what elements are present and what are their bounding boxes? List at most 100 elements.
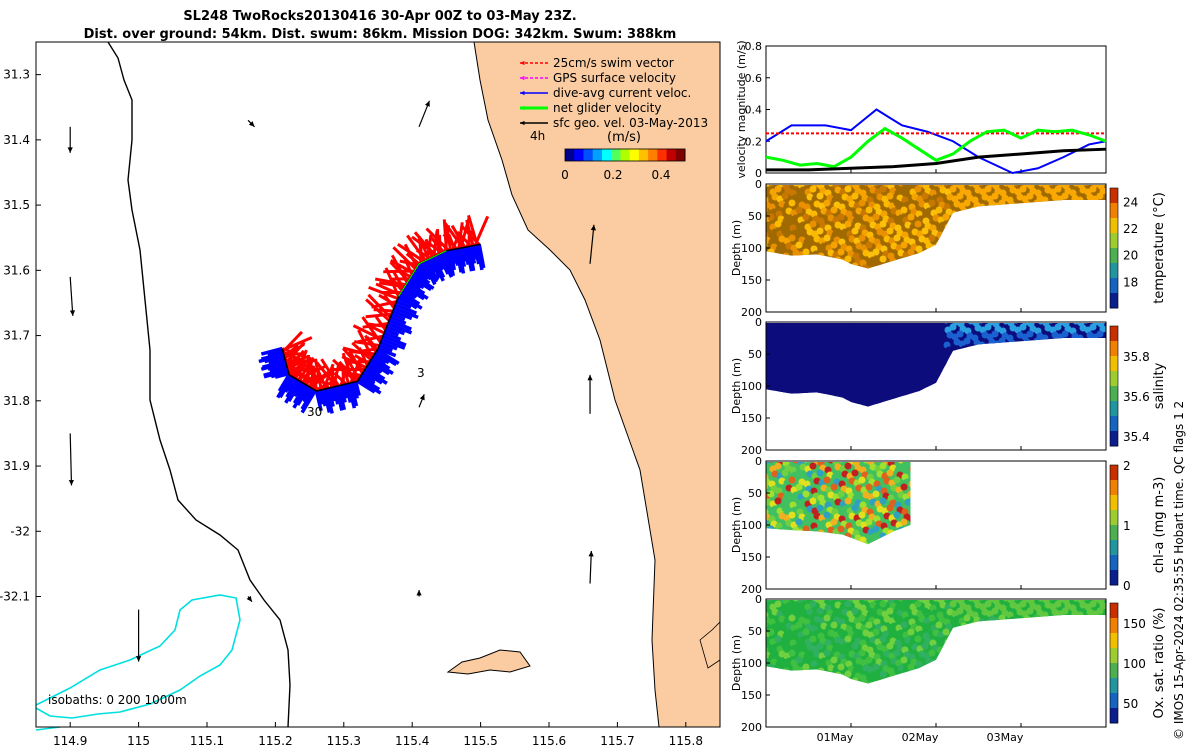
section-sample [844,600,852,608]
current-vector [292,381,304,397]
section-colorbar-swatch-0 [1110,233,1118,249]
section-sample [788,649,796,657]
section-sample [837,525,845,533]
section-sample [865,621,873,629]
section-sample [1061,330,1069,338]
section-colorbar-swatch-0 [1110,203,1118,219]
section-sample [795,241,803,249]
current-vector [400,291,421,306]
map-x-tick-3: 115.2 [258,734,292,748]
section-colorbar-swatch-0 [1110,263,1118,279]
section-sample [893,199,901,207]
velocity-series-current [765,108,1107,175]
chart-title-line-1: SL248 TwoRocks20130416 30-Apr 00Z to 03-… [183,9,577,24]
section-sample [809,635,817,643]
geo-vector-11 [589,550,592,584]
section-sample [956,330,964,338]
section-colorbar-swatch-0 [1110,293,1118,309]
swim-vector [411,235,438,257]
current-vector [324,388,334,414]
swim-vector [460,225,481,246]
swim-vector [284,341,306,364]
current-vector [359,375,381,391]
swim-vector [320,358,340,387]
current-vector [329,387,337,402]
section-sample [921,330,929,338]
map-y-tick-7: -32 [10,524,30,538]
section-colorbar-swatch-2 [1110,510,1118,526]
section-sample [788,372,796,380]
swim-vector [399,259,419,267]
current-vector [370,358,394,375]
section-colorbar-swatch-0 [1110,218,1118,234]
legend-entry-1: GPS surface velocity [553,71,676,85]
current-vector [473,244,481,265]
section-sample [1054,185,1062,193]
section-sample [963,337,971,345]
section-sample [942,213,950,221]
section-sample [830,379,838,387]
section-sample [851,469,859,477]
legend-entry-3: net glider velocity [553,101,661,115]
section-sample [809,323,817,331]
section-sample [914,323,922,331]
geo-vector-1 [69,276,74,316]
current-vector [393,306,419,320]
colorbar-swatch-8 [638,149,649,161]
section-y-tick-1-1: 50 [748,348,762,361]
legend-swatch-head-0 [520,60,525,66]
section-sample [865,483,873,491]
section-sample [893,614,901,622]
section-cbar-label-0: temperature (°C) [1152,192,1167,304]
section-sample [795,518,803,526]
current-vector [420,261,433,281]
geo-vector-2 [69,433,73,486]
section-colorbar-swatch-0 [1110,278,1118,294]
geo-vector-head-3 [135,656,142,662]
section-sample [879,255,887,263]
section-y-tick-1-2: 100 [741,380,762,393]
section-colorbar-swatch-3 [1110,603,1118,619]
section-sample [907,386,915,394]
section-y-tick-1-3: 150 [741,412,762,425]
section-sample [809,497,817,505]
section-sample [921,227,929,235]
map-y-tick-4: 31.7 [3,329,30,343]
section-sample [984,323,992,331]
section-cbar-tick-1-1: 35.6 [1123,390,1150,404]
section-colorbar-swatch-1 [1110,326,1118,342]
map-y-tick-1: 31.4 [3,133,30,147]
current-vector [296,385,311,406]
section-sample [908,515,911,523]
current-vector [454,248,463,273]
section-sample [802,490,810,498]
current-vector [430,256,445,282]
section-sample [872,248,880,256]
section-sample [886,607,894,615]
section-sample [928,234,936,242]
section-sample [858,199,866,207]
section-sample [781,469,789,477]
swim-vector [443,221,465,249]
colorbar-tick-1: 0.2 [603,168,622,182]
section-colorbar-swatch-3 [1110,663,1118,679]
section-cbar-tick-0-2: 20 [1123,249,1138,263]
section-cbar-label-2: chl-a (mg m-3) [1152,477,1167,574]
section-sample [886,227,894,235]
section-sample [809,185,817,193]
section-sample [865,344,873,352]
current-vector [404,283,429,300]
current-vector [300,388,316,410]
section-sample [872,628,880,636]
date-tick-2: 03May [987,731,1024,744]
section-sample [886,469,894,477]
section-sample [928,649,936,657]
section-sample [837,248,845,256]
current-vector [292,384,309,409]
section-sample [921,642,929,650]
geo-vector-head-0 [67,147,73,153]
section-sample [879,462,887,470]
section-sample [858,614,866,622]
current-vector [425,259,436,276]
swim-vector [295,368,320,392]
